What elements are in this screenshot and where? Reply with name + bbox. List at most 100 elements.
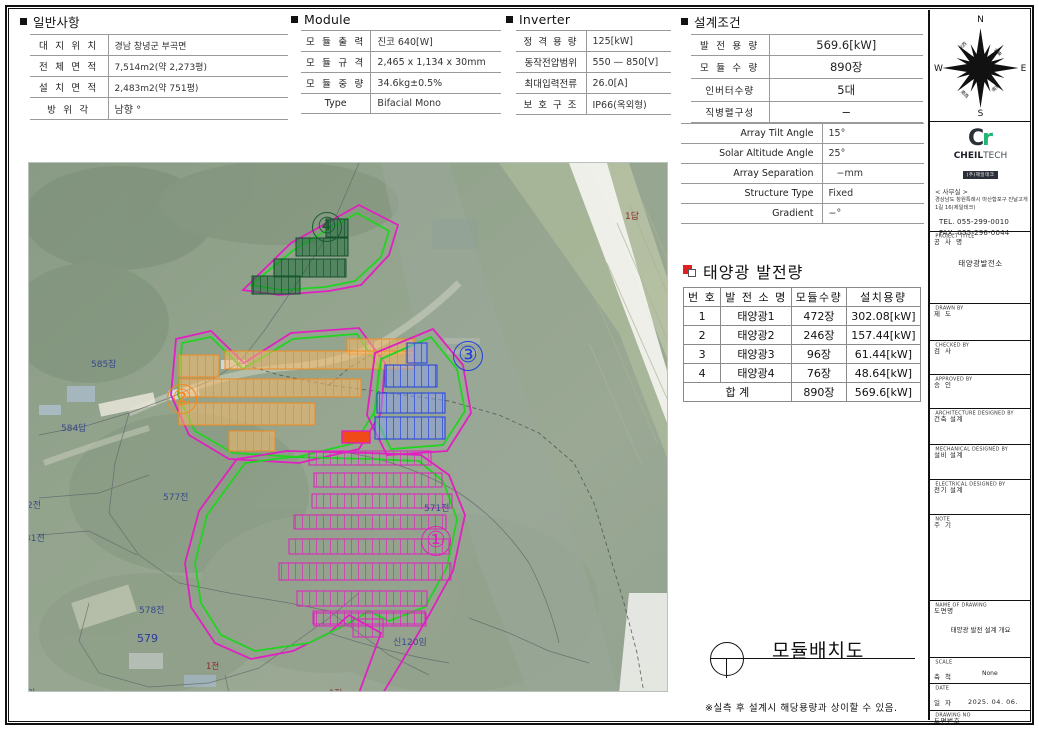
- row-value: 2,483m2(약 751평): [108, 76, 288, 98]
- cell-no: 2: [682, 325, 722, 345]
- table-row: Array Tilt Angle 15°: [681, 123, 924, 144]
- row-value: −°: [822, 203, 924, 224]
- table-row: Gradient −°: [681, 203, 924, 224]
- inverter-table: 정 격 용 량 125[kW] 동작전압범위 550 — 850[V] 최대입력…: [516, 30, 671, 115]
- module-table: 모 듈 출 력 진코 640[W] 모 듈 규 격 2,465 x 1,134 …: [301, 30, 501, 114]
- row-value: 5대: [769, 78, 923, 102]
- design-title-text: 설계조건: [694, 15, 741, 30]
- table-row: Structure Type Fixed: [681, 183, 924, 204]
- row-label: 직병렬구성: [691, 101, 770, 123]
- general-table: 대 지 위 치 경남 창녕군 부곡면 전 체 면 적 7,514m2(약 2,2…: [30, 34, 288, 120]
- titleblock-scale: SCALE 축 척 None: [930, 658, 1031, 684]
- tb-label-en: ARCHITECTURE DESIGNED BY: [935, 410, 1014, 416]
- parcel-label: 577전: [163, 493, 189, 503]
- table-row: 동작전압범위 550 — 850[V]: [516, 51, 671, 73]
- titleblock-architecture: ARCHITECTURE DESIGNED BY 건축 설계: [930, 409, 1031, 445]
- tb-label-en: DRAWN BY: [935, 305, 964, 311]
- company-logo-icon: Cr: [930, 128, 1031, 150]
- section-symbol-stem: [726, 658, 728, 678]
- parcel-label: 585잡: [91, 360, 117, 370]
- row-label: 방 위 각: [30, 97, 109, 120]
- tb-value[interactable]: 태양광 발전 설계 개요: [950, 626, 1011, 635]
- parcel-label: 1답: [625, 212, 640, 222]
- cell-plant: 태양광3: [720, 344, 792, 364]
- table-total-row: 합 계 890장 569.6[kW]: [683, 382, 921, 402]
- design-spec-block: 설계조건 발 전 용 량 569.6[kW] 모 듈 수 량 890장 인버터수…: [681, 12, 924, 224]
- row-value: 26.0[A]: [586, 72, 671, 94]
- square-bullet-icon: [20, 18, 27, 25]
- zone-label-3: ③: [453, 341, 483, 371]
- zone-label-1: ①: [421, 526, 451, 556]
- row-value: IP66(옥외형): [586, 93, 671, 115]
- inverter-title-text: Inverter: [519, 12, 571, 27]
- parcel-label: 579: [137, 632, 158, 645]
- general-title: 일반사항: [20, 12, 288, 31]
- titleblock-approved-by: APPROVED BY 승 인: [930, 375, 1031, 409]
- office-address: 경상남도 창원특례시 마산합포구 진날고개1길 16(제일테크): [935, 197, 1028, 211]
- titleblock-checked-by: CHECKED BY 검 사: [930, 341, 1031, 375]
- tb-label-kr: 승 인: [934, 380, 953, 389]
- cell-modules: 472장: [790, 306, 848, 326]
- table-row: 3 태양광3 96장 61.44[kW]: [682, 344, 921, 364]
- parcel-label: 2전: [28, 501, 42, 511]
- cell-modules: 96장: [790, 344, 848, 364]
- zone1-panel-rows: [278, 472, 453, 638]
- table-row: 모 듈 중 량 34.6kg±0.5%: [301, 72, 501, 94]
- compass-cell: N S E W: [930, 10, 1031, 122]
- tb-label-en: DRAWING NO: [935, 712, 971, 718]
- parcel-label: 578전: [139, 606, 165, 616]
- parcel-label: 571전: [424, 504, 450, 514]
- row-value: 550 — 850[V]: [586, 51, 671, 73]
- tb-label-en: MECHANICAL DESIGNED BY: [935, 446, 1009, 452]
- company-name: CHEILTECH: [930, 151, 1031, 161]
- row-label: Type: [301, 93, 372, 114]
- title-underline: [710, 658, 915, 660]
- row-value: 890장: [769, 55, 923, 79]
- row-label: Array Tilt Angle: [681, 123, 823, 144]
- tb-label-kr: 전기 설계: [934, 485, 963, 494]
- row-label: 발 전 용 량: [691, 34, 770, 56]
- tb-value[interactable]: None: [982, 670, 998, 677]
- row-value: 7,514m2(약 2,273평): [108, 55, 288, 77]
- tb-label-en: SCALE: [935, 659, 953, 665]
- zone-label-2: ②: [167, 384, 197, 414]
- table-row: 정 격 용 량 125[kW]: [516, 30, 671, 52]
- square-bullet-icon: [506, 16, 513, 23]
- svg-text:南東: 南東: [990, 82, 1002, 94]
- row-label: 최대입력전류: [516, 72, 587, 94]
- cell-plant: 태양광1: [720, 306, 792, 326]
- table-row: Array Separation −mm: [681, 163, 924, 184]
- titleblock-drawn-by: DRAWN BY 제 도: [930, 304, 1031, 341]
- inverter-block-marker: [341, 430, 371, 444]
- drawing-note: ※실측 후 설계시 해당용량과 상이할 수 있음.: [705, 703, 898, 714]
- row-label: Gradient: [681, 203, 823, 224]
- row-label: 모 듈 수 량: [691, 55, 770, 79]
- row-label: Array Separation: [681, 163, 823, 184]
- col-header-capacity: 설치용량: [846, 287, 921, 307]
- module-spec-block: Module 모 듈 출 력 진코 640[W] 모 듈 규 격 2,465 x…: [291, 12, 501, 114]
- row-label: 전 체 면 적: [30, 55, 109, 77]
- tb-label-en: CHECKED BY: [935, 342, 970, 348]
- parcel-label: 1전: [329, 687, 342, 691]
- row-value: 진코 640[W]: [370, 30, 501, 52]
- tb-label-kr: 도면번호: [934, 716, 961, 725]
- title-block-sidebar: N S E W: [928, 10, 1031, 725]
- table-row: Type Bifacial Mono: [301, 93, 501, 114]
- design-table-kr: 발 전 용 량 569.6[kW] 모 듈 수 량 890장 인버터수량 5대 …: [691, 34, 923, 123]
- tb-value[interactable]: 태양광발전소: [958, 259, 1003, 269]
- cell-plant: 태양광2: [720, 325, 792, 345]
- square-bullet-icon: [681, 18, 688, 25]
- cell-total-label: 합 계: [683, 382, 792, 402]
- table-header-row: 번 호 발 전 소 명 모듈수량 설치용량: [682, 287, 921, 307]
- titleblock-mechanical: MECHANICAL DESIGNED BY 설비 설계: [930, 445, 1031, 480]
- table-row: 4 태양광4 76장 48.64[kW]: [682, 363, 921, 383]
- parcel-label: 신120임: [393, 638, 427, 648]
- site-aerial-map[interactable]: ① ② ③ ④ 585잡 584답 577전 578전 579 571전 신12…: [28, 162, 668, 692]
- row-value: 569.6[kW]: [769, 34, 923, 56]
- titleblock-name-of-drawing: NAME OF DRAWING 도면명 태양광 발전 설계 개요: [930, 601, 1031, 658]
- drawing-title-text: 모듈배치도: [772, 640, 865, 662]
- tb-label-kr: 축 척: [934, 672, 953, 681]
- company-logo-cell: Cr CHEILTECH (주)제일테크 < 사무실 > 경상남도 창원특례시 …: [930, 122, 1031, 237]
- tb-value[interactable]: 2025. 04. 06.: [968, 698, 1018, 706]
